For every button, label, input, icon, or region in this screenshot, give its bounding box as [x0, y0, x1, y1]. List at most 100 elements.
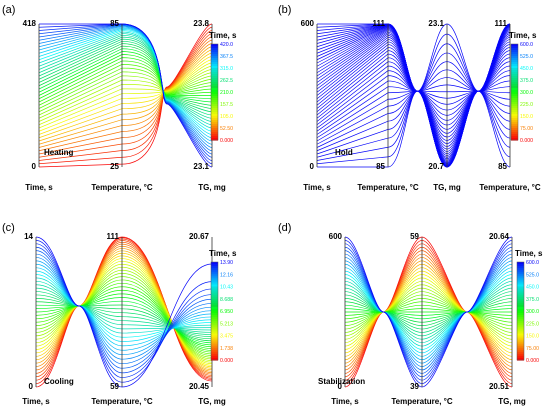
colorbar-swatch: [517, 327, 524, 330]
colorbar-swatch: [517, 294, 524, 298]
colorbar-swatch: [517, 317, 524, 320]
colorbar-swatch: [511, 130, 518, 133]
axis-bottom-tick: 59: [110, 382, 119, 391]
colorbar-swatch: [211, 298, 218, 302]
colorbar-swatch: [511, 68, 518, 71]
colorbar-swatch: [517, 345, 524, 349]
axis-bottom-tick: 85: [498, 162, 507, 171]
colorbar-swatch: [211, 80, 218, 83]
colorbar-swatch: [211, 331, 218, 335]
colorbar-swatch: [211, 357, 218, 361]
series-line: [38, 43, 213, 148]
colorbar-swatch: [511, 50, 518, 53]
colorbar-swatch: [211, 286, 218, 290]
axis-label: Temperature, °C: [479, 183, 541, 192]
series-line: [38, 59, 213, 132]
series-line: [38, 56, 213, 135]
colorbar-swatch: [211, 272, 218, 275]
colorbar-swatch: [517, 355, 524, 359]
series-line: [38, 57, 213, 100]
colorbar-swatch: [511, 86, 518, 89]
colorbar-swatch: [517, 335, 524, 339]
colorbar-tick: 225.0: [526, 321, 539, 327]
colorbar-swatch: [211, 46, 218, 49]
series-line: [38, 64, 213, 106]
colorbar-tick: 210.0: [220, 90, 233, 96]
series-line: [35, 236, 213, 388]
axis-top-tick: 20.64: [489, 232, 510, 241]
colorbar-swatch: [211, 106, 218, 109]
colorbar-tick: 262.5: [220, 78, 233, 84]
axis-top-tick: 85: [110, 19, 119, 28]
colorbar-swatch: [517, 337, 524, 341]
colorbar-swatch: [511, 108, 518, 111]
colorbar-tick: 3.475: [220, 334, 233, 340]
series-line: [38, 67, 213, 109]
colorbar-tick: 450.0: [526, 285, 539, 291]
colorbar-swatch: [511, 102, 518, 105]
colorbar-swatch: [211, 102, 218, 105]
colorbar-frame: [210, 43, 219, 141]
colorbar-swatch: [511, 48, 518, 51]
colorbar-swatch: [211, 266, 218, 269]
colorbar-swatch: [517, 321, 524, 324]
colorbar-swatch: [511, 114, 518, 117]
colorbar-swatch: [211, 126, 218, 129]
colorbar-tick: 10.43: [220, 285, 233, 291]
colorbar-swatch: [211, 343, 218, 347]
axis-bottom-tick: 0: [310, 162, 315, 171]
series-line: [38, 54, 212, 96]
colorbar-swatch: [211, 66, 218, 69]
colorbar-title: Time, s: [209, 31, 237, 40]
colorbar-tick: 5.213: [220, 321, 233, 327]
axis-bottom-tick: 20.51: [489, 382, 510, 391]
colorbar-tick: 1.738: [220, 346, 233, 352]
series-line: [38, 51, 213, 100]
colorbar-swatch: [511, 52, 518, 55]
colorbar-swatch: [211, 321, 218, 324]
colorbar-swatch: [211, 76, 218, 79]
series-line: [38, 75, 213, 116]
colorbar-tick: 300.0: [526, 309, 539, 315]
colorbar-tick: 600.0: [526, 260, 539, 266]
colorbar-swatch: [211, 50, 218, 53]
series-line: [35, 240, 213, 383]
axis-top-tick: 600: [329, 232, 343, 241]
colorbar-tick: 225.0: [520, 102, 533, 108]
colorbar-swatch: [211, 329, 218, 333]
colorbar-swatch: [511, 46, 518, 49]
colorbar-swatch: [211, 52, 218, 55]
colorbar-swatch: [211, 355, 218, 359]
colorbar-swatch: [511, 136, 518, 139]
panel-annotation: Hold: [335, 148, 353, 157]
axis-top-tick: 20.67: [189, 232, 210, 241]
colorbar-swatch: [211, 128, 218, 131]
colorbar-swatch: [511, 70, 518, 73]
colorbar-tick: 315.0: [220, 66, 233, 72]
colorbar-swatch: [511, 62, 518, 65]
colorbar-tick: 300.0: [520, 90, 533, 96]
colorbar-swatch: [211, 337, 218, 341]
colorbar-swatch: [511, 64, 518, 67]
colorbar-swatch: [211, 104, 218, 107]
colorbar-swatch: [211, 122, 218, 125]
colorbar-swatch: [211, 276, 218, 279]
series-line: [35, 250, 213, 369]
axis-label: Time, s: [303, 183, 331, 192]
colorbar-swatch: [517, 349, 524, 353]
panel-annotation: Stabilization: [318, 377, 365, 386]
colorbar-swatch: [211, 44, 218, 47]
colorbar-swatch: [211, 288, 218, 292]
colorbar-swatch: [517, 290, 524, 294]
colorbar-swatch: [517, 288, 524, 292]
colorbar-swatch: [211, 302, 218, 306]
series-line: [38, 72, 213, 119]
colorbar-swatch: [211, 339, 218, 343]
colorbar-swatch: [517, 351, 524, 355]
colorbar-swatch: [211, 274, 218, 277]
colorbar-tick: 6.950: [220, 309, 233, 315]
colorbar-swatch: [511, 134, 518, 137]
colorbar-swatch: [511, 82, 518, 85]
colorbar-swatch: [517, 292, 524, 296]
axis-bottom-tick: 23.1: [193, 162, 209, 171]
